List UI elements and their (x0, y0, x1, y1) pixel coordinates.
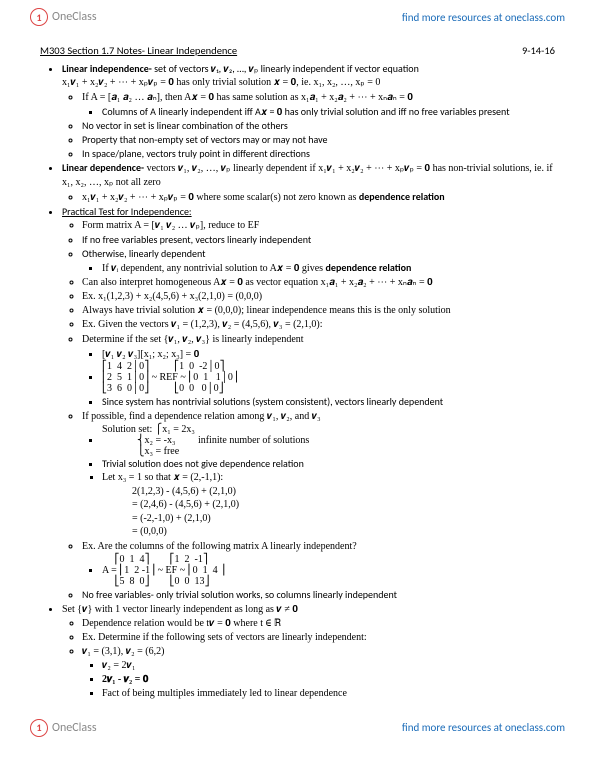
sub-sub-item: 𝒗₂ = 2𝒗₁ (102, 659, 555, 673)
sub-item: Determine if the set {𝒗₁, 𝒗₂, 𝒗₃} is lin… (82, 332, 555, 408)
matrix-item: Solution set: ⎧x₁ = 2x₃ ⎨x₂ = -x₃ infini… (102, 424, 555, 457)
text: Otherwise, linearly dependent (82, 247, 205, 260)
title-row: M303 Section 1.7 Notes- Linear Independe… (40, 44, 555, 58)
sub-item: Otherwise, linearly dependent If 𝒗ᵢ depe… (82, 247, 555, 276)
matrix-item: [𝒗₁ 𝒗₂ 𝒗₃][x₁; x₂; x₃] = 𝟎 (102, 347, 555, 361)
logo: OneClass (30, 719, 97, 737)
footer-link[interactable]: find more resources at oneclass.com (402, 721, 565, 734)
sub-sub-item: Trivial solution does not give dependenc… (102, 457, 555, 471)
bullet-single-vector: Set {𝒗} with 1 vector linearly independe… (62, 602, 555, 701)
bullet-linear-independence: Linear independence- set of vectors 𝒗₁, … (62, 62, 555, 160)
equation: x₁𝒗₁ + x₂𝒗₂ + ⋯ + xₚ𝒗ₚ = 𝟎 has only triv… (62, 76, 555, 90)
text: set of vectors 𝒗₁, 𝒗₂, …, 𝒗ₚ linearly in… (152, 62, 419, 75)
document-body: M303 Section 1.7 Notes- Linear Independe… (0, 34, 595, 711)
solution-set: Solution set: ⎧x₁ = 2x₃ ⎨x₂ = -x₃ infini… (102, 424, 309, 457)
calc: = (-2,-1,0) + (2,1,0) (102, 512, 555, 526)
text: If A = [𝒂₁ 𝒂₂ … 𝒂ₙ], then A𝒙 = 𝟎 has sam… (82, 92, 413, 103)
sub-item: No vector in set is linear combination o… (82, 119, 555, 133)
calc: = (2,4,6) - (4,5,6) + (2,1,0) (102, 498, 555, 512)
sub-sub-item: 2𝒗₁ - 𝒗₂ = 𝟎 (102, 673, 555, 687)
example: Ex. Determine if the following sets of v… (82, 631, 555, 645)
sub-item: If A = [𝒂₁ 𝒂₂ … 𝒂ₙ], then A𝒙 = 𝟎 has sam… (82, 90, 555, 119)
date: 9-14-16 (522, 44, 555, 58)
sub-item: 𝒗₁ = (3,1), 𝒗₂ = (6,2) 𝒗₂ = 2𝒗₁ 2𝒗₁ - 𝒗₂… (82, 645, 555, 701)
sub-item: Property that non-empty set of vectors m… (82, 133, 555, 147)
footer: OneClass find more resources at oneclass… (0, 711, 595, 745)
matrix: ⎡1 4 2│0⎤ ⎡1 0 -2│0⎤ ⎢2 5 1│0⎥ ~ REF ~ ⎢… (102, 361, 238, 394)
label: Linear dependence- (62, 161, 144, 174)
sub-sub-item: Columns of A linearly independent iff A𝒙… (102, 105, 555, 119)
sub-item: In space/plane, vectors truly point in d… (82, 147, 555, 161)
sub-item: If possible, find a dependence relation … (82, 409, 555, 539)
sub-sub-item: Let x₃ = 1 so that 𝒙 = (2,-1,1): 2(1,2,3… (102, 471, 555, 539)
text: 𝒗₁ = (3,1), 𝒗₂ = (6,2) (82, 646, 164, 657)
sub-sub-item: If 𝒗ᵢ dependent, any nontrivial solution… (102, 261, 555, 276)
label: Linear independence- (62, 62, 152, 75)
text: Let x₃ = 1 so that 𝒙 = (2,-1,1): (102, 472, 223, 483)
sub-item: If no free variables present, vectors li… (82, 233, 555, 247)
sub-item: Form matrix A = [𝒗₁ 𝒗₂ … 𝒗ₚ], reduce to … (82, 219, 555, 233)
logo-text: OneClass (52, 10, 97, 24)
bullet-practical-test: Practical Test for Independence: Form ma… (62, 205, 555, 601)
text: x₁𝒗₁ + x₂𝒗₂ + ⋯ + xₚ𝒗ₚ = 𝟎 where some sc… (82, 192, 359, 203)
label: Practical Test for Independence: (62, 205, 192, 218)
bullet-linear-dependence: Linear dependence- vectors 𝒗₁, 𝒗₂, …, 𝒗ₚ… (62, 161, 555, 205)
page-title: M303 Section 1.7 Notes- Linear Independe… (40, 44, 237, 58)
sub-item: Dependence relation would be t𝒗 = 𝟎 wher… (82, 617, 555, 631)
logo-icon (30, 8, 48, 26)
matrix: [𝒗₁ 𝒗₂ 𝒗₃][x₁; x₂; x₃] = 𝟎 (102, 349, 199, 360)
sub-item: No free variables- only trivial solution… (82, 588, 555, 602)
sub-sub-item: Since system has nontrivial solutions (s… (102, 395, 555, 409)
example: Ex. x₁(1,2,3) + x₂(4,5,6) + x₃(2,1,0) = … (82, 290, 555, 304)
calc: 2(1,2,3) - (4,5,6) + (2,1,0) (102, 485, 555, 499)
logo-icon (30, 719, 48, 737)
header-link[interactable]: find more resources at oneclass.com (402, 11, 565, 24)
text: If 𝒗ᵢ dependent, any nontrivial solution… (102, 263, 326, 274)
header: OneClass find more resources at oneclass… (0, 0, 595, 34)
text: Ex. Are the columns of the following mat… (82, 541, 357, 552)
sub-item: Always have trivial solution 𝒙 = (0,0,0)… (82, 304, 555, 318)
text: 2𝒗₁ - 𝒗₂ = 𝟎 (102, 674, 148, 685)
term: dependence relation (359, 190, 445, 203)
example: Ex. Are the columns of the following mat… (82, 539, 555, 587)
text: Set {𝒗} with 1 vector linearly independe… (62, 604, 298, 615)
text: If possible, find a dependence relation … (82, 411, 321, 422)
sub-sub-item: Fact of being multiples immediately led … (102, 687, 555, 701)
matrix-item: ⎡0 1 4⎤ ⎡1 2 -1⎤ A = ⎢1 2 -1⎥ ~ EF ~ ⎢0 … (102, 554, 555, 587)
calc: = (0,0,0) (102, 525, 555, 539)
logo: OneClass (30, 8, 97, 26)
text: Determine if the set {𝒗₁, 𝒗₂, 𝒗₃} is lin… (82, 334, 304, 345)
example: Ex. Given the vectors 𝒗₁ = (1,2,3), 𝒗₂ =… (82, 318, 555, 332)
sub-item: x₁𝒗₁ + x₂𝒗₂ + ⋯ + xₚ𝒗ₚ = 𝟎 where some sc… (82, 190, 555, 205)
matrix-item: ⎡1 4 2│0⎤ ⎡1 0 -2│0⎤ ⎢2 5 1│0⎥ ~ REF ~ ⎢… (102, 361, 555, 394)
logo-text: OneClass (52, 721, 97, 735)
matrix: ⎡0 1 4⎤ ⎡1 2 -1⎤ A = ⎢1 2 -1⎥ ~ EF ~ ⎢0 … (102, 554, 225, 587)
term: dependence relation (326, 261, 412, 274)
sub-item: Can also interpret homogeneous A𝒙 = 𝟎 as… (82, 276, 555, 290)
